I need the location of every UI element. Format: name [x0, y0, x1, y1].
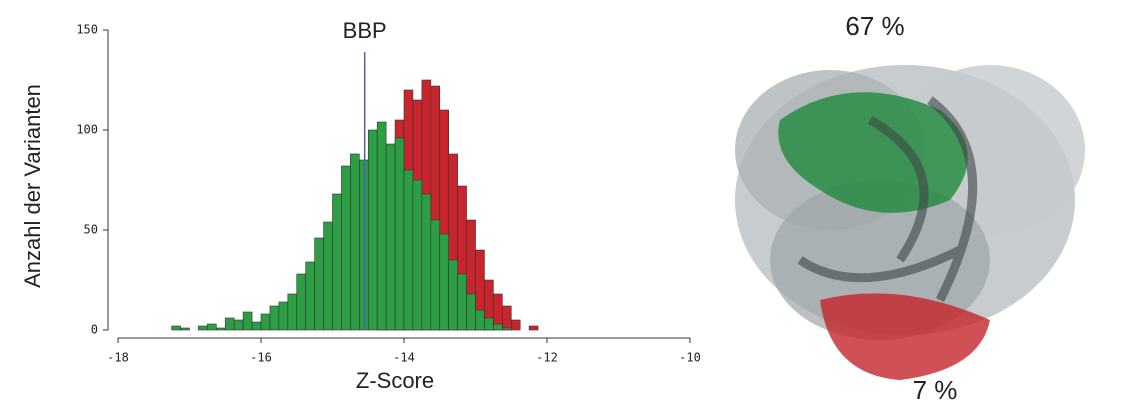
histogram-bar [181, 328, 190, 330]
histogram-bar [467, 294, 476, 330]
histogram-bar [529, 326, 538, 330]
y-axis-label: Anzahl der Varianten [20, 84, 45, 288]
histogram-bar [225, 318, 234, 330]
histogram-bar [243, 312, 252, 330]
annotation: BBP [343, 18, 387, 43]
histogram-bar [270, 306, 279, 330]
histogram-bar [476, 310, 485, 330]
histogram-bar [386, 144, 395, 330]
y-tick-label: 50 [84, 223, 98, 237]
histogram-bar [288, 294, 297, 330]
x-tick-label: -16 [250, 351, 272, 365]
histogram-bar [377, 122, 386, 330]
histogram-bar [449, 260, 458, 330]
histogram-bar [297, 274, 306, 330]
histogram-bar [306, 262, 315, 330]
histogram-bar [440, 234, 449, 330]
histogram-bar [413, 180, 422, 330]
histogram-bar [511, 320, 520, 330]
histogram-bar [252, 322, 261, 330]
histogram-bar [458, 274, 467, 330]
histogram-bar [333, 194, 342, 330]
annotation: 67 % [845, 11, 904, 41]
y-tick-label: 150 [76, 23, 98, 37]
x-axis-label: Z-Score [356, 368, 434, 393]
x-tick-label: -18 [107, 351, 129, 365]
histogram-bar [324, 222, 333, 330]
histogram-bar [502, 306, 511, 330]
histogram-bar [431, 220, 440, 330]
y-tick-label: 100 [76, 123, 98, 137]
histogram-bar [207, 324, 216, 330]
x-tick-label: -14 [393, 351, 415, 365]
histogram-bar [350, 154, 359, 330]
histogram-bar [216, 328, 225, 330]
histogram-bar [422, 194, 431, 330]
histogram-bar [502, 328, 511, 330]
x-tick-label: -10 [679, 351, 701, 365]
x-tick-label: -12 [536, 351, 558, 365]
histogram-bar [395, 138, 404, 330]
histogram-bar [404, 170, 413, 330]
histogram-bar [234, 320, 243, 330]
histogram-bar [341, 166, 350, 330]
histogram-bar [315, 238, 324, 330]
histogram-bar [172, 326, 181, 330]
y-tick-label: 0 [91, 323, 98, 337]
histogram-bar [198, 326, 207, 330]
histogram-bar [484, 318, 493, 330]
figure: 67 % 7 % Z-Score Anzahl der Varianten 0 5… [0, 0, 1132, 417]
annotation: 7 % [913, 375, 958, 405]
histogram-bar [261, 314, 270, 330]
histogram-bar [359, 160, 368, 330]
histogram-bar [368, 130, 377, 330]
histogram-bar [493, 324, 502, 330]
histogram-bar [279, 302, 288, 330]
protein-structure [735, 65, 1085, 380]
